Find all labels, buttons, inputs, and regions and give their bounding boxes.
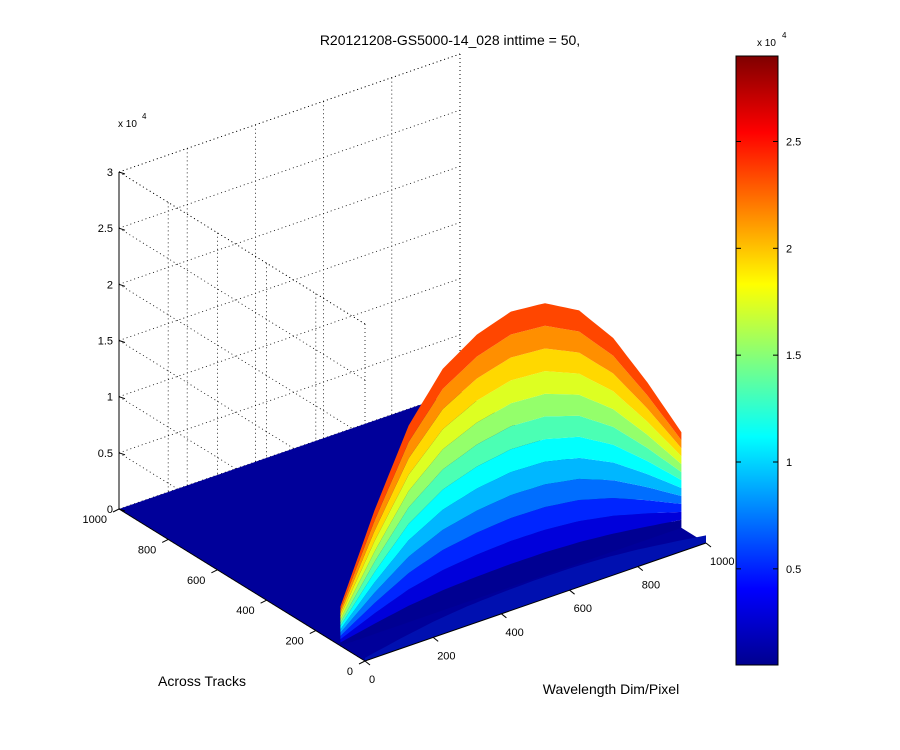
z-tick-mark <box>118 396 126 400</box>
z-tick-label: 3 <box>107 167 113 179</box>
x-tick-label: 0 <box>369 674 375 686</box>
y-axis-ticks: 0 200 400 600 800 1000 <box>83 508 366 678</box>
colorbar-exponent: x 10 <box>757 38 776 49</box>
x-tick-label: 1000 <box>710 556 734 568</box>
y-tick-mark <box>358 660 366 665</box>
x-axis-label: Wavelength Dim/Pixel <box>543 681 679 697</box>
z-axis-exponent: x 10 <box>118 119 137 130</box>
surface-band <box>340 478 682 636</box>
x-tick-mark <box>569 589 575 595</box>
surface-band <box>340 415 682 627</box>
y-tick-label: 800 <box>138 544 156 556</box>
z-tick-mark <box>118 340 126 343</box>
colorbar: 0.5 1 1.5 2 2.5 x 10 4 <box>735 31 801 666</box>
z-tick-label: 1.5 <box>98 336 113 348</box>
y-tick-label: 600 <box>187 575 205 587</box>
z-tick-mark <box>118 452 126 456</box>
grid-line <box>118 227 366 381</box>
x-tick-mark <box>705 542 712 548</box>
surface-plot <box>340 303 706 661</box>
y-tick-mark <box>211 569 218 574</box>
wall-edge <box>118 53 461 173</box>
x-tick-label: 600 <box>574 603 592 615</box>
x-axis-ticks: 0 200 400 600 800 1000 <box>364 542 734 686</box>
z-tick-mark <box>118 283 126 287</box>
y-axis-label: Across Tracks <box>158 673 246 689</box>
x-tick-label: 400 <box>505 627 523 639</box>
colorbar-bar <box>735 55 779 666</box>
y-tick-label: 400 <box>236 605 254 617</box>
surface-band <box>340 457 682 633</box>
colorbar-tick-label: 1.5 <box>786 350 801 362</box>
z-tick-mark <box>118 171 126 175</box>
colorbar-tick-label: 2.5 <box>786 136 801 148</box>
colorbar-tick-label: 1 <box>786 457 792 469</box>
z-tick-label: 0 <box>107 504 113 516</box>
colorbar-exponent-power: 4 <box>782 31 787 40</box>
y-tick-mark <box>309 630 317 635</box>
x-tick-mark <box>432 637 439 642</box>
wall-edge <box>118 171 366 325</box>
z-tick-label: 2.5 <box>98 223 113 235</box>
x-tick-mark <box>364 660 371 666</box>
surface-band <box>340 511 682 643</box>
y-tick-label: 200 <box>285 636 303 648</box>
z-tick-mark <box>118 227 126 231</box>
y-tick-label: 1000 <box>83 514 107 526</box>
grid-line <box>118 278 461 398</box>
colorbar-ticks: 0.5 1 1.5 2 2.5 <box>736 136 801 576</box>
grid-line <box>118 222 461 341</box>
surface-front <box>365 535 706 661</box>
z-axis-exponent-power: 4 <box>142 112 147 121</box>
surface-band <box>340 498 682 640</box>
z-tick-label: 0.5 <box>98 448 113 460</box>
colorbar-tick-label: 2 <box>786 243 792 255</box>
x-tick-label: 200 <box>437 650 455 662</box>
colorbar-tick-label: 0.5 <box>786 564 801 576</box>
y-tick-mark <box>112 508 120 513</box>
y-tick-mark <box>161 538 169 543</box>
grid-line <box>118 334 461 454</box>
y-tick-mark <box>260 599 267 604</box>
axes-3d: 0 0.5 1 1.5 2 2.5 3 0 200 400 600 800 1000 0 200 400 6… <box>83 53 734 697</box>
x-tick-label: 800 <box>642 580 660 592</box>
grid-line <box>118 283 366 437</box>
grid-line <box>118 109 461 229</box>
z-tick-mark <box>118 508 126 512</box>
z-tick-label: 2 <box>107 279 113 291</box>
axis-line <box>364 542 707 662</box>
axis-line <box>118 508 366 662</box>
z-tick-label: 1 <box>107 392 113 404</box>
x-tick-mark <box>637 566 644 571</box>
surface-band <box>340 436 682 630</box>
grid-line <box>118 165 461 285</box>
x-tick-mark <box>501 613 507 619</box>
y-tick-label: 0 <box>347 666 353 678</box>
chart-title: R20121208-GS5000-14_028 inttime = 50, <box>320 32 580 48</box>
surface-band <box>340 519 682 646</box>
z-axis-ticks: 0 0.5 1 1.5 2 2.5 3 <box>98 167 126 516</box>
